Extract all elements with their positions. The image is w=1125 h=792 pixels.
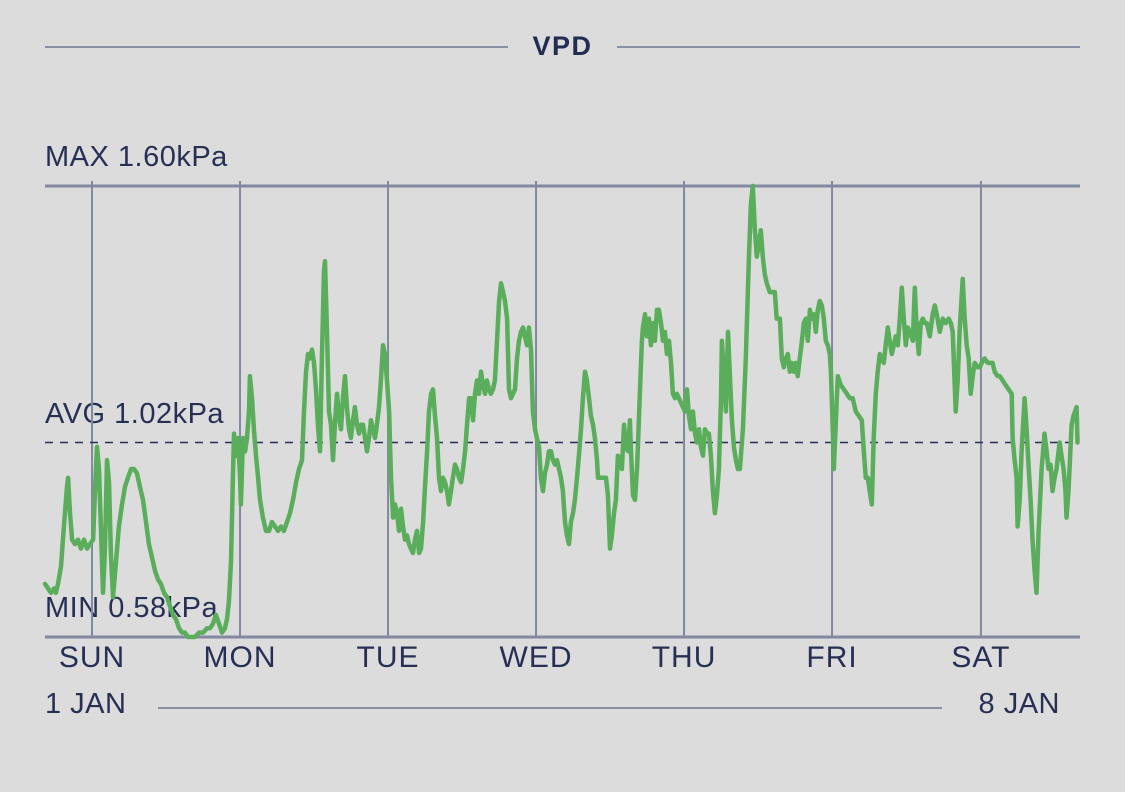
min-value-label: MIN 0.58kPa — [45, 592, 219, 624]
start-date-label: 1 JAN — [45, 688, 127, 720]
x-axis-day-label: WED — [499, 641, 573, 674]
avg-value-label: AVG 1.02kPa — [45, 398, 225, 430]
title-rule-left — [45, 46, 508, 48]
page-title: VPD — [532, 31, 593, 61]
x-axis-day-label: MON — [203, 641, 277, 674]
end-date-label: 8 JAN — [978, 688, 1060, 720]
title-rule-right — [617, 46, 1080, 48]
x-axis-day-label: SUN — [58, 641, 126, 674]
x-axis-day-label: TUE — [356, 641, 420, 674]
x-axis-day-label: THU — [651, 641, 717, 674]
date-range-rule — [158, 707, 942, 709]
x-axis-day-label: SAT — [951, 641, 1011, 674]
x-axis-day-label: FRI — [806, 641, 858, 674]
max-value-label: MAX 1.60kPa — [45, 141, 228, 173]
